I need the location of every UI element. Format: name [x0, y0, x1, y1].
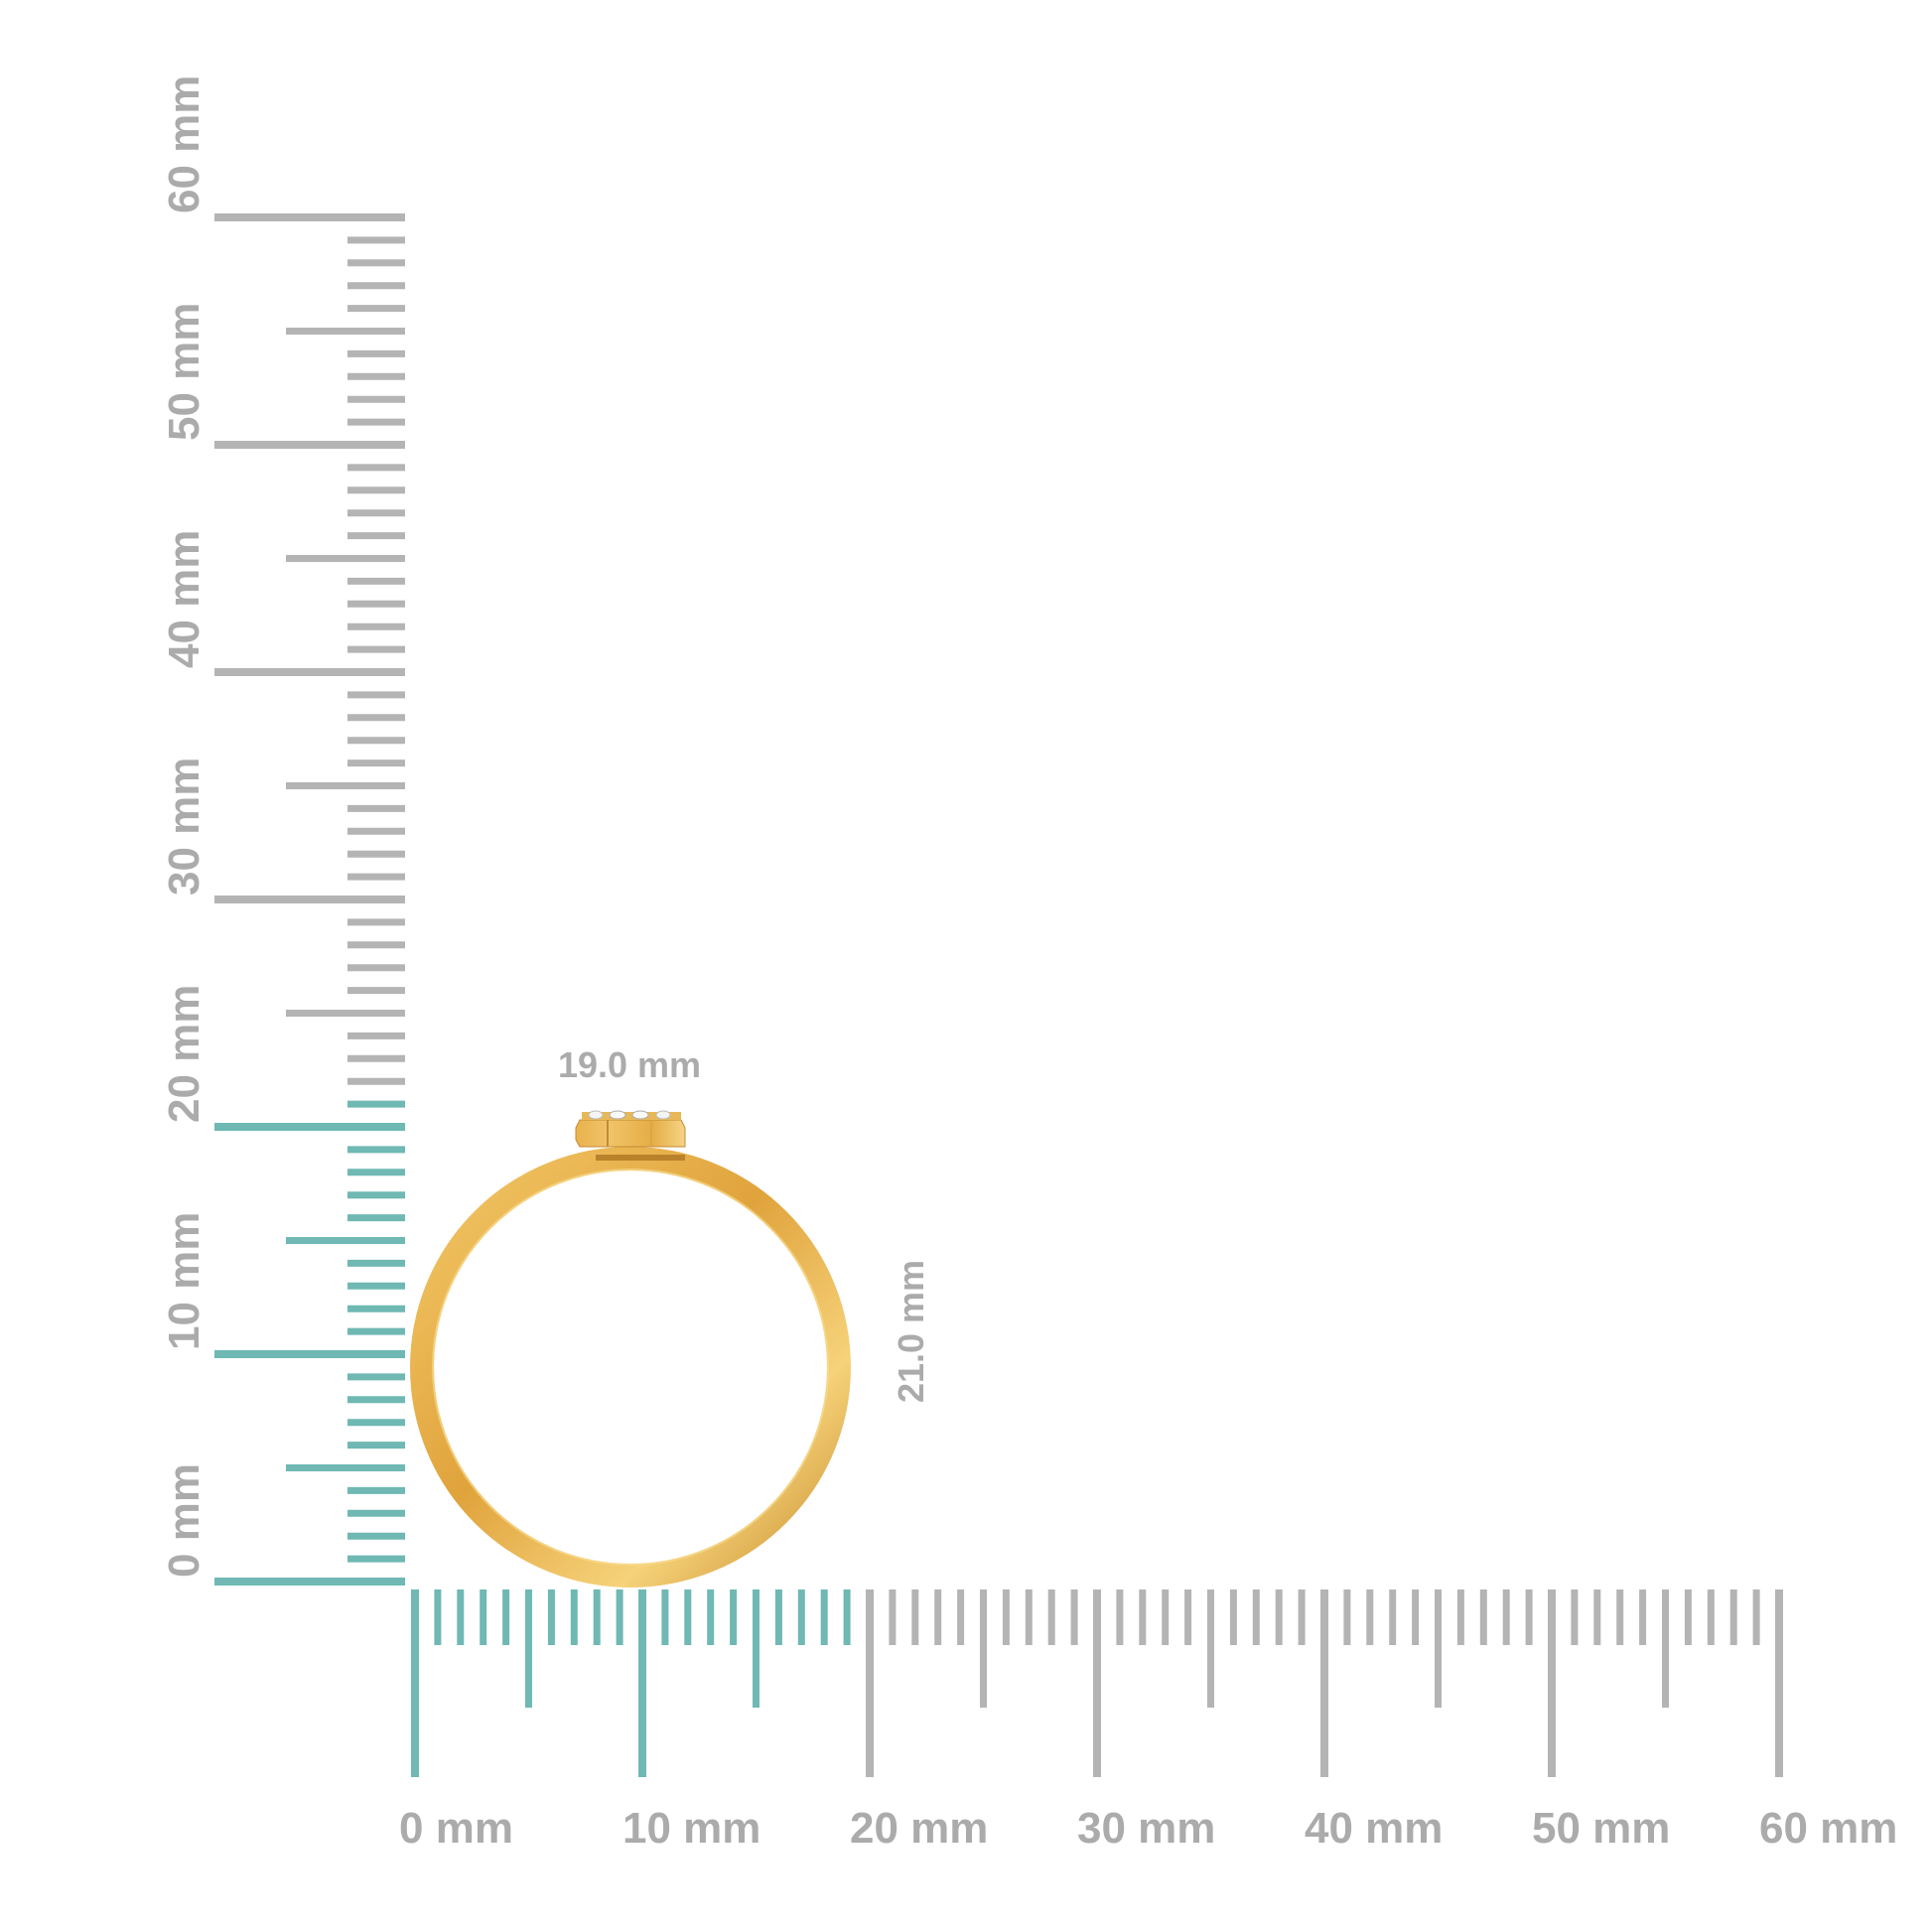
- horizontal-ruler-labels: 0 mm 10 mm 20 mm 30 mm 40 mm 50 mm 60 mm: [399, 1804, 1897, 1853]
- vertical-label-30mm: 30 mm: [160, 758, 208, 896]
- horizontal-label-0mm: 0 mm: [399, 1804, 513, 1853]
- horizontal-label-10mm: 10 mm: [622, 1804, 760, 1853]
- horizontal-label-40mm: 40 mm: [1305, 1804, 1443, 1853]
- ring-band: [410, 1147, 851, 1587]
- ring-band-inner-edge: [432, 1169, 829, 1566]
- width-dimension-label: 19.0 mm: [558, 1044, 701, 1085]
- diamond-row: [588, 1110, 671, 1120]
- horizontal-label-60mm: 60 mm: [1759, 1804, 1897, 1853]
- vertical-ruler-labels: 0 mm 10 mm 20 mm 30 mm 40 mm 50 mm 60 mm: [160, 75, 208, 1578]
- horizontal-label-20mm: 20 mm: [850, 1804, 988, 1853]
- ring-image: [410, 1110, 851, 1587]
- ring-shoulder: [596, 1155, 685, 1161]
- horizontal-ruler: [411, 1589, 1783, 1777]
- height-dimension-label: 21.0 mm: [891, 1260, 931, 1403]
- horizontal-label-30mm: 30 mm: [1077, 1804, 1215, 1853]
- vertical-label-10mm: 10 mm: [160, 1212, 208, 1350]
- vertical-label-0mm: 0 mm: [160, 1463, 208, 1578]
- vertical-label-40mm: 40 mm: [160, 530, 208, 668]
- vertical-ruler: [214, 213, 405, 1586]
- ring-head: [575, 1110, 686, 1148]
- vertical-label-50mm: 50 mm: [160, 303, 208, 441]
- horizontal-label-50mm: 50 mm: [1532, 1804, 1670, 1853]
- vertical-label-60mm: 60 mm: [160, 75, 208, 213]
- vertical-label-20mm: 20 mm: [160, 985, 208, 1123]
